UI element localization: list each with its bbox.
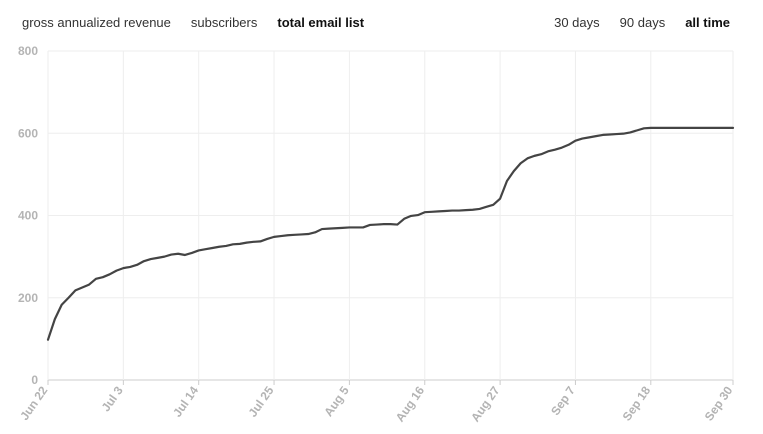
y-tick-label: 400	[18, 209, 38, 223]
range-tabs: 30 days 90 days all time	[554, 15, 730, 31]
x-tick-label: Jul 14	[170, 383, 201, 419]
tab-30-days[interactable]: 30 days	[554, 15, 600, 30]
y-tick-label: 200	[18, 291, 38, 305]
metric-tabs: gross annualized revenue subscribers tot…	[22, 15, 364, 31]
tab-gross-annualized-revenue[interactable]: gross annualized revenue	[22, 15, 171, 30]
x-tick-label: Sep 7	[548, 383, 578, 418]
series-line-total-email-list	[46, 126, 735, 341]
x-tick-label: Jun 22	[17, 383, 50, 422]
x-tick-label: Jul 3	[99, 383, 126, 414]
x-tick-label: Aug 16	[393, 383, 428, 424]
y-tick-label: 0	[31, 373, 38, 387]
y-tick-label: 800	[18, 44, 38, 58]
x-tick-label: Sep 18	[620, 383, 654, 423]
chart-toolbar: gross annualized revenue subscribers tot…	[0, 0, 763, 44]
y-tick-label: 600	[18, 126, 38, 140]
tab-all-time[interactable]: all time	[685, 15, 730, 30]
x-tick-label: Sep 30	[702, 383, 736, 423]
x-tick-label: Aug 5	[321, 383, 352, 419]
tab-90-days[interactable]: 90 days	[619, 15, 666, 30]
x-tick-label: Aug 27	[468, 383, 503, 424]
tab-subscribers[interactable]: subscribers	[190, 15, 258, 30]
tab-total-email-list[interactable]: total email list	[277, 15, 365, 30]
x-tick-label: Jul 25	[246, 383, 277, 419]
